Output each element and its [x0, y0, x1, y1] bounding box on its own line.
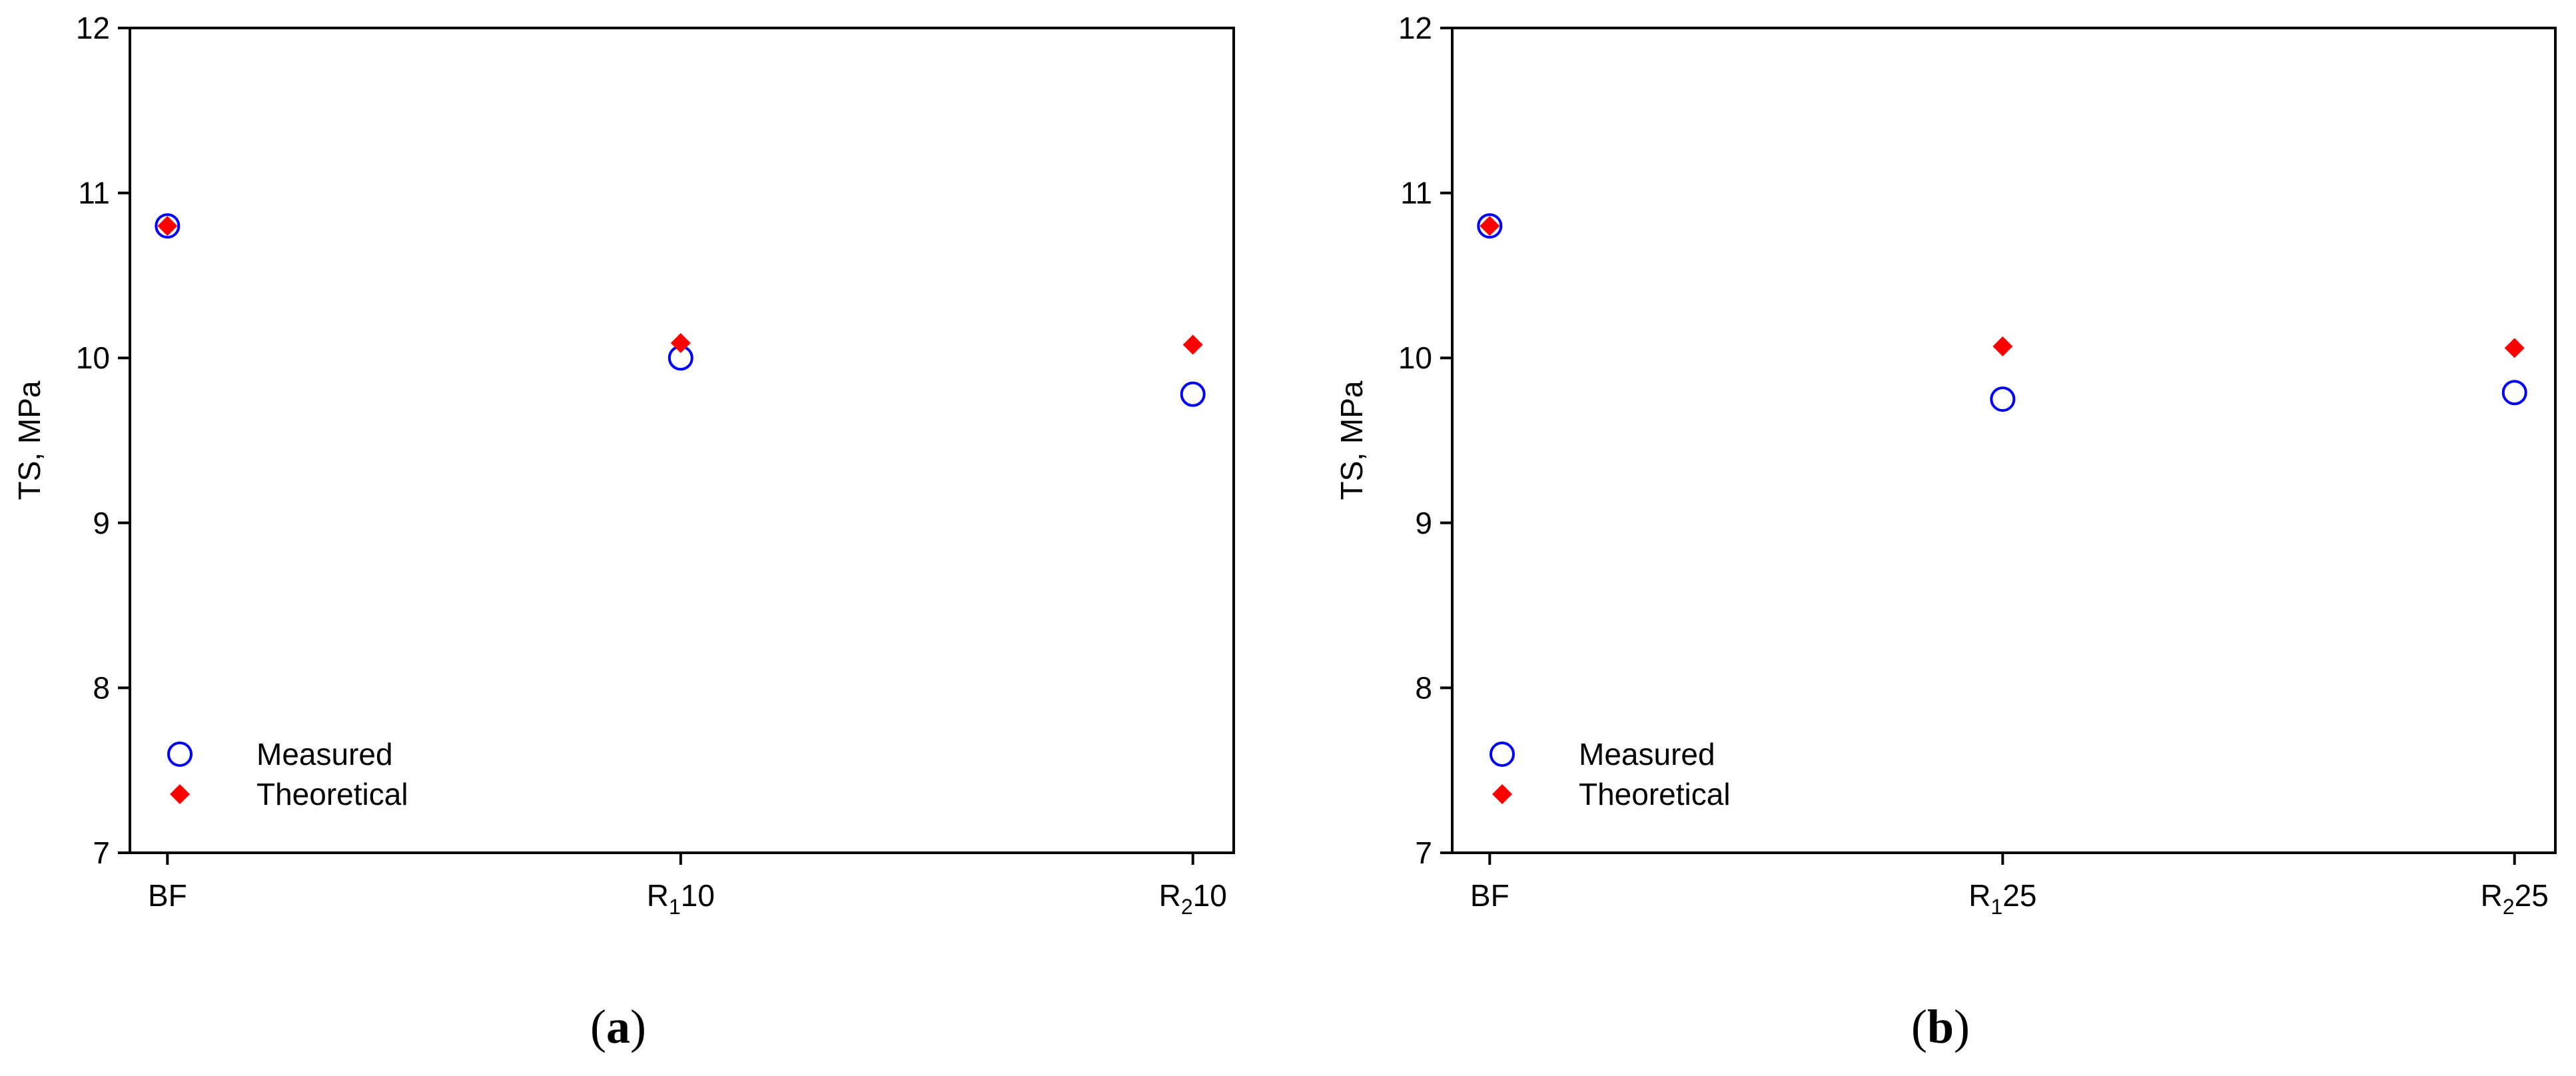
- theoretical-point: [1480, 216, 1500, 237]
- measured-point: [2501, 380, 2527, 406]
- legend-label: Measured: [1579, 737, 1715, 772]
- panel-label: (a): [590, 1000, 646, 1053]
- y-tick-label: 11: [78, 176, 110, 211]
- y-tick-label: 7: [93, 835, 110, 870]
- legend-theoretical-marker: [170, 784, 190, 804]
- theoretical-point: [1992, 336, 2013, 356]
- y-tick-label: 9: [93, 506, 110, 540]
- legend-measured-marker: [1490, 742, 1515, 767]
- x-tick-label: R110: [647, 878, 715, 919]
- y-tick-label: 10: [76, 340, 110, 375]
- legend-measured-marker: [167, 742, 193, 767]
- x-tick-label: R225: [2481, 878, 2549, 919]
- chart-panel-a: 7 8 9 10 11 12 TS, MPa BF R110 R210 Measured Theore…: [12, 11, 1235, 1053]
- y-axis-title: TS, MPa: [1334, 380, 1369, 500]
- panel-label: (b): [1911, 1000, 1970, 1053]
- measured-point: [1990, 386, 2016, 412]
- y-tick-label: 12: [1398, 11, 1432, 45]
- y-tick-label: 11: [1400, 176, 1432, 211]
- y-tick-label: 9: [1415, 506, 1432, 540]
- y-tick-label: 8: [1415, 670, 1432, 705]
- chart-panel-b: 7 8 9 10 11 12 TS, MPa BF R125 R225 Measured Theore…: [1334, 11, 2557, 1053]
- theoretical-point: [670, 332, 691, 353]
- x-tick-label: R210: [1159, 878, 1227, 919]
- y-tick-label: 10: [1398, 340, 1432, 375]
- y-tick-label: 7: [1415, 835, 1432, 870]
- legend-theoretical-marker: [1492, 784, 1512, 804]
- theoretical-point: [1182, 334, 1203, 355]
- plot-frame: [1451, 27, 2557, 854]
- measured-point: [1180, 381, 1206, 407]
- x-tick-label: BF: [1470, 878, 1509, 913]
- legend-label: Theoretical: [256, 777, 408, 811]
- measured-point: [1477, 213, 1503, 239]
- x-tick-label: BF: [148, 878, 187, 913]
- y-tick-label: 12: [76, 11, 110, 45]
- y-axis-title: TS, MPa: [12, 380, 47, 500]
- plot-frame: [129, 27, 1235, 854]
- legend-label: Measured: [256, 737, 393, 772]
- theoretical-point: [157, 216, 178, 237]
- x-tick-label: R125: [1968, 878, 2036, 919]
- measured-point: [155, 213, 181, 239]
- theoretical-point: [2504, 338, 2525, 358]
- legend-label: Theoretical: [1579, 777, 1731, 811]
- y-tick-label: 8: [93, 670, 110, 705]
